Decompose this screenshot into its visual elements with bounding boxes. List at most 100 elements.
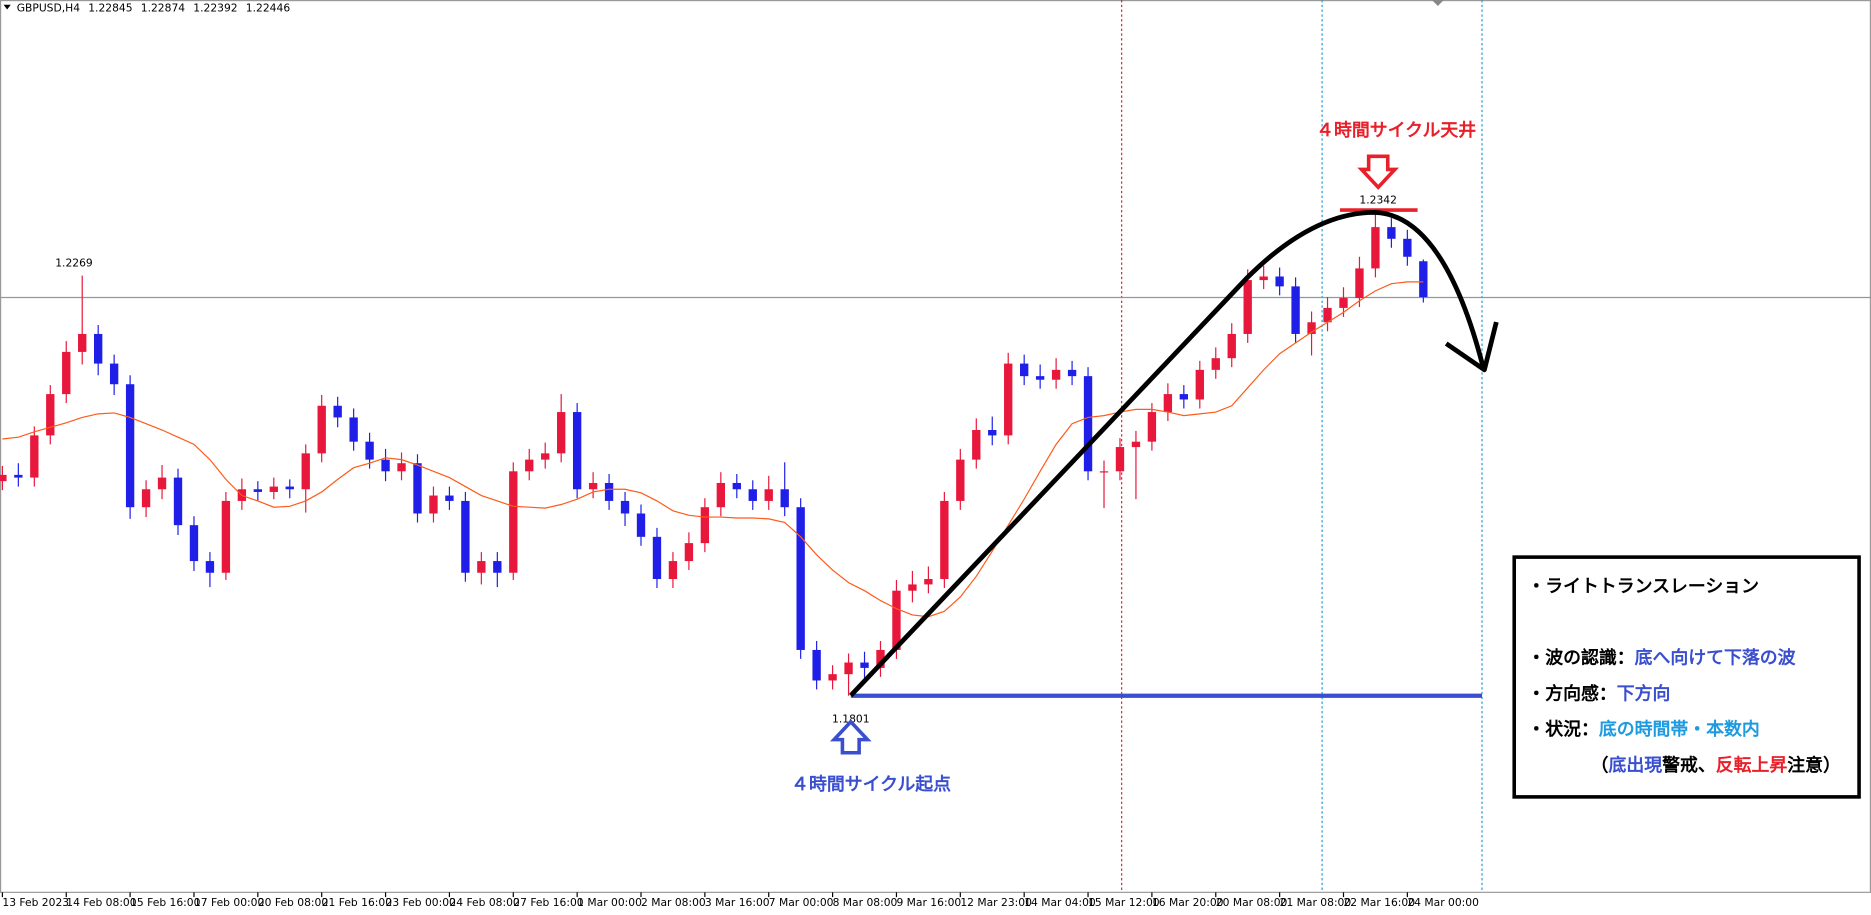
candle-body [557, 412, 566, 454]
arc-arrowhead [1444, 321, 1499, 373]
candle-body [285, 486, 294, 490]
info-segment: 下方向 [1617, 682, 1671, 704]
top-label: ４時間サイクル天井 [1316, 119, 1476, 141]
info-segment: 警戒、 [1662, 754, 1716, 776]
x-tick-label: 3 Mar 16:00 [705, 896, 770, 909]
bottom-arrow [829, 719, 872, 755]
info-segment: ・方向感： [1527, 682, 1616, 704]
x-tick-label: 24 Mar 00:00 [1407, 896, 1479, 909]
candle-body [940, 500, 949, 580]
candle-body [1163, 394, 1173, 413]
candle-body [1291, 286, 1300, 334]
moving-average [2, 281, 1424, 618]
candle-body [1355, 268, 1364, 299]
x-tick-label: 14 Feb 08:00 [66, 896, 137, 909]
candle-body [525, 459, 534, 472]
candle-body [988, 430, 997, 436]
candle-body [1403, 238, 1412, 257]
x-tick-label: 24 Feb 08:00 [449, 896, 520, 909]
candle-body [509, 471, 518, 573]
candle-body [780, 489, 789, 508]
candle-body [844, 662, 853, 675]
candle-body [876, 649, 885, 668]
candle-body [1387, 227, 1396, 239]
candle-body [860, 662, 869, 668]
candle-body [1179, 394, 1189, 400]
candle-body [381, 459, 390, 472]
candle-body [189, 525, 199, 562]
x-tick-label: 7 Mar 00:00 [769, 896, 834, 909]
candle-body [748, 489, 757, 501]
candle-body [1195, 369, 1204, 400]
candle-body [62, 351, 71, 395]
candle-body [221, 500, 231, 573]
candle-body [461, 500, 470, 573]
info-line: （底出現警戒、反転上昇注意） [1591, 754, 1841, 776]
info-segment: 反転上昇 [1716, 754, 1788, 776]
candle-body [1004, 363, 1013, 436]
candle-body [1307, 322, 1316, 334]
candle-body [908, 584, 917, 591]
candle-body [796, 507, 805, 650]
candle-body [173, 477, 183, 526]
header-open: 1.22845 [88, 1, 132, 14]
candle-body [397, 463, 406, 472]
candle-body [892, 590, 901, 650]
x-tick-label: 27 Feb 16:00 [513, 896, 584, 909]
candle-body [732, 482, 741, 490]
x-tick-label: 2 Mar 08:00 [641, 896, 706, 909]
x-tick-label: 1 Mar 00:00 [577, 896, 642, 909]
x-tick-label: 15 Feb 16:00 [130, 896, 201, 909]
candle-body [1051, 369, 1061, 380]
candle-body [317, 405, 326, 454]
candle-body [572, 412, 582, 490]
candle-body [636, 513, 646, 537]
info-segment: 底出現 [1608, 754, 1662, 776]
candle-body [349, 417, 358, 442]
info-segment: 注意） [1787, 754, 1841, 776]
candle-body [30, 435, 39, 478]
x-tick-label: 21 Mar 08:00 [1280, 896, 1352, 909]
x-tick-label: 13 Feb 2023 [2, 896, 69, 909]
candle-body [828, 674, 837, 681]
candle-body [1275, 276, 1284, 287]
candle-body [14, 474, 23, 478]
info-box [1512, 555, 1861, 799]
candle-body [1211, 358, 1220, 370]
candle-body [541, 453, 550, 460]
symbol: GBPUSD,H4 [17, 1, 81, 14]
candle-body [924, 579, 933, 585]
candle-body [253, 489, 263, 492]
candle-body [413, 463, 422, 514]
candle-body [157, 477, 167, 490]
info-line: ・波の認識：底へ向けて下落の波 [1527, 647, 1795, 669]
info-segment: ・波の認識： [1527, 647, 1634, 669]
candle-body [1083, 376, 1093, 472]
candle-body [429, 495, 438, 514]
header-icon [3, 4, 11, 10]
candle-body [716, 482, 726, 508]
candle-body [333, 405, 342, 418]
header-close: 1.22446 [246, 1, 291, 14]
candle-body [1067, 369, 1077, 377]
candle-body [0, 474, 7, 482]
candle-body [269, 486, 278, 492]
candle-body [477, 561, 486, 573]
candle-body [1035, 376, 1045, 380]
candle-body [684, 543, 694, 562]
price-label: 1.2342 [1359, 194, 1397, 207]
header-high: 1.22874 [141, 1, 186, 14]
candle-body [109, 363, 119, 385]
x-tick-label: 9 Mar 16:00 [896, 896, 961, 909]
info-line: ・方向感：下方向 [1527, 682, 1670, 704]
candle-body [1371, 227, 1380, 269]
x-tick-label: 12 Mar 23:00 [960, 896, 1032, 909]
candle-body [78, 333, 87, 352]
candle-body [700, 507, 710, 544]
cycle-arc [849, 209, 1486, 698]
candle-body [956, 459, 965, 501]
header-low: 1.22392 [193, 1, 237, 14]
candle-body [1227, 333, 1236, 359]
x-tick-label: 22 Mar 16:00 [1343, 896, 1415, 909]
